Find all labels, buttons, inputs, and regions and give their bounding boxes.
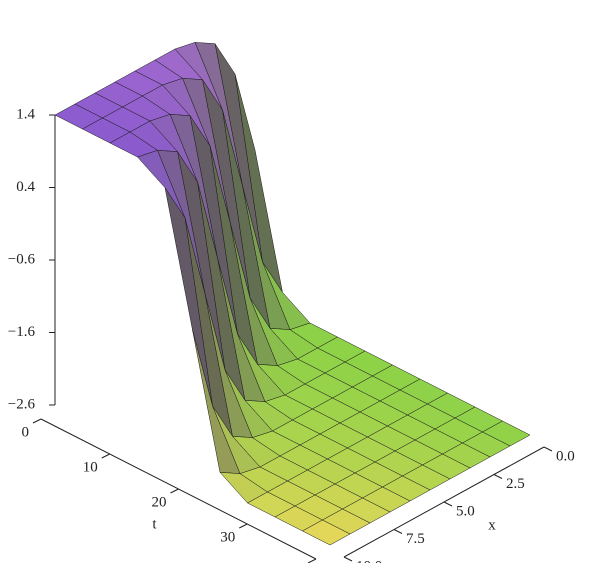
z-tick-label: −1.6 bbox=[8, 324, 36, 340]
x-tick bbox=[493, 474, 503, 479]
x-tick-label: 10.0 bbox=[356, 558, 382, 563]
x-tick-label: 5.0 bbox=[456, 503, 475, 519]
x-tick bbox=[543, 446, 553, 452]
z-tick-label: −2.6 bbox=[8, 396, 36, 412]
t-tick bbox=[239, 523, 248, 529]
t-tick bbox=[170, 488, 179, 494]
t-tick bbox=[101, 453, 110, 459]
t-tick-label: 10 bbox=[83, 459, 98, 475]
t-axis-label: t bbox=[152, 516, 157, 532]
x-axis-label: x bbox=[488, 517, 496, 533]
t-tick bbox=[307, 558, 317, 563]
t-tick-label: 30 bbox=[220, 529, 235, 545]
x-tick bbox=[393, 529, 403, 534]
z-tick-label: 0.4 bbox=[16, 179, 35, 195]
z-tick-label: −0.6 bbox=[8, 251, 36, 267]
t-tick bbox=[32, 418, 42, 424]
z-tick-label: 1.4 bbox=[16, 106, 35, 122]
t-tick-label: 0 bbox=[22, 424, 30, 440]
x-tick-label: 0.0 bbox=[556, 448, 575, 464]
x-tick-label: 7.5 bbox=[406, 531, 425, 547]
x-tick-label: 2.5 bbox=[506, 476, 525, 492]
surface-patch bbox=[301, 519, 351, 546]
x-tick bbox=[443, 501, 453, 507]
x-tick bbox=[343, 556, 353, 562]
t-tick-label: 20 bbox=[152, 494, 167, 510]
